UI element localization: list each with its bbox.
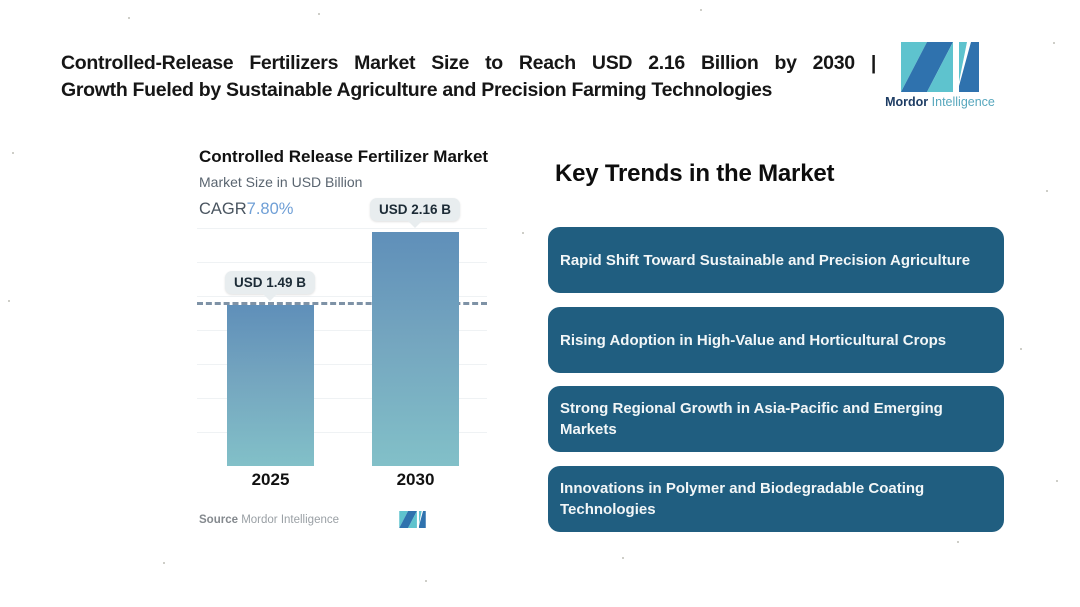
page-title-line-1: Controlled-Release Fertilizers Market Si… (61, 52, 876, 74)
brand-name-light: Intelligence (931, 95, 995, 109)
cagr-label: CAGR (199, 200, 247, 218)
cagr-row: CAGR7.80% (199, 200, 293, 219)
source-label: Source (199, 514, 238, 526)
page-title: Controlled-Release Fertilizers Market Si… (61, 50, 876, 104)
trend-card-text: Strong Regional Growth in Asia-Pacific a… (560, 400, 943, 438)
bar-2030 (372, 232, 459, 466)
trend-card-coating-innovations: Innovations in Polymer and Biodegradable… (548, 466, 1004, 532)
brand-logo: Mordor Intelligence (880, 42, 1000, 109)
chart-title: Controlled Release Fertilizer Market (199, 147, 489, 166)
value-label-2030-text: USD 2.16 B (378, 202, 452, 217)
trend-card-text: Innovations in Polymer and Biodegradable… (560, 480, 925, 518)
trend-card-high-value-crops: Rising Adoption in High-Value and Hortic… (548, 307, 1004, 373)
trend-card-text: Rising Adoption in High-Value and Hortic… (560, 331, 947, 349)
brand-name-bold: Mordor (885, 95, 929, 109)
bar-2025 (227, 305, 314, 466)
trends-heading: Key Trends in the Market (555, 160, 835, 187)
trend-card-text: Rapid Shift Toward Sustainable and Preci… (560, 251, 971, 269)
mordor-intelligence-logo-icon (901, 42, 979, 92)
brand-name: Mordor Intelligence (880, 95, 1000, 109)
value-label-2025: USD 1.49 B (225, 271, 315, 301)
value-label-2030: USD 2.16 B (370, 198, 460, 228)
trend-card-sustainable-agriculture: Rapid Shift Toward Sustainable and Preci… (548, 227, 1004, 293)
x-axis-label-2030: 2030 (396, 470, 435, 489)
source-value: Mordor Intelligence (241, 514, 340, 526)
chart-subtitle: Market Size in USD Billion (199, 174, 363, 190)
reference-line (197, 302, 487, 305)
chart-source: Source Mordor Intelligence (199, 514, 339, 526)
bar-plot: USD 1.49 B USD 2.16 B (197, 198, 487, 466)
value-label-2025-text: USD 1.49 B (233, 275, 307, 290)
cagr-value: 7.80% (246, 200, 294, 218)
mini-brand-logo-icon (399, 511, 426, 533)
x-axis-label-2025: 2025 (251, 470, 290, 489)
page-title-line-2: Growth Fueled by Sustainable Agriculture… (61, 79, 773, 101)
trend-card-asia-pacific-growth: Strong Regional Growth in Asia-Pacific a… (548, 386, 1004, 452)
